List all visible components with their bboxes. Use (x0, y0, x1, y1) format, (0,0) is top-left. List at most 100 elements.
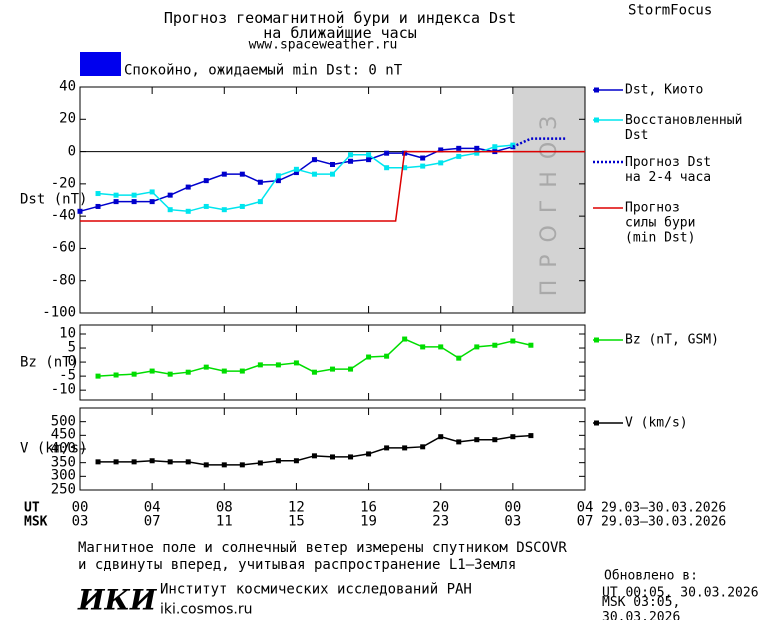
data-point (474, 344, 480, 350)
x-tick-label-msk: 19 (360, 513, 377, 530)
x-tick-label: 16 (360, 499, 377, 516)
data-point (311, 157, 317, 163)
subtitle: www.spaceweather.ru (248, 37, 398, 53)
plot-frame (79, 407, 586, 491)
data-point (384, 353, 390, 359)
date-range: 29.03–30.03.2026 (601, 500, 727, 516)
brand: StormFocus (628, 2, 713, 19)
x-axis-title: UT (24, 500, 40, 516)
data-point (257, 199, 263, 205)
y-axis-title: Bz (nT) (20, 354, 80, 370)
y-tick-label: 500 (50, 413, 76, 430)
data-point (275, 178, 281, 184)
x-tick-label-msk: 15 (287, 513, 305, 530)
data-point (257, 460, 263, 466)
y-tick-label: -80 (50, 272, 76, 289)
y-tick-label: 450 (50, 426, 76, 443)
data-point (167, 459, 173, 465)
data-point (528, 433, 534, 439)
y-tick-label: 0 (67, 353, 76, 370)
data-point (203, 203, 209, 209)
data-point (239, 171, 245, 177)
y-tick-label: -10 (50, 381, 76, 398)
updated: Обновлено в: (604, 568, 698, 584)
data-point (257, 362, 263, 368)
data-point (167, 371, 173, 377)
data-point (510, 434, 516, 440)
data-point (293, 360, 299, 366)
data-point (330, 171, 335, 177)
data-point (149, 199, 155, 205)
data-point (366, 157, 372, 163)
legend-label: Прогноз Dst на 2-4 часа (625, 154, 712, 185)
x-tick-label-msk: 03 (71, 513, 89, 530)
data-point (510, 338, 516, 344)
legend-marker (594, 420, 599, 426)
data-point (275, 458, 281, 464)
data-point (131, 459, 137, 465)
status-badge (80, 52, 121, 76)
y-axis-title: Dst (nT) (20, 191, 88, 208)
data-point (438, 160, 444, 166)
data-point (348, 158, 354, 164)
data-point (348, 152, 354, 158)
data-point (113, 372, 119, 378)
data-point (113, 199, 119, 205)
x-tick-label: 04 (143, 499, 161, 516)
data-point (366, 152, 372, 158)
x-tick-label-msk: 07 (576, 513, 594, 530)
data-point (293, 170, 299, 176)
legend-label: Прогноз силы бури (min Dst) (625, 200, 696, 246)
series-line (97, 144, 513, 213)
legend-label: Bz (nT, GSM) (625, 332, 719, 348)
plot-frame (79, 324, 586, 401)
data-point (528, 342, 534, 348)
data-point (185, 369, 191, 375)
y-tick-label: 10 (59, 325, 76, 342)
data-point (95, 203, 101, 209)
data-point (77, 208, 83, 214)
data-point (311, 369, 317, 375)
x-tick-label: 08 (215, 499, 233, 516)
data-point (221, 462, 227, 468)
data-point (149, 189, 155, 195)
data-point (384, 445, 390, 451)
x-tick-label: 12 (287, 499, 305, 516)
y-tick-label: -60 (50, 239, 76, 256)
data-point (438, 147, 444, 153)
data-point (366, 451, 372, 457)
x-tick-label: 20 (432, 499, 450, 516)
institute: Институт космических исследований РАН (160, 581, 472, 598)
y-tick-label: 0 (67, 143, 76, 160)
forecast-zone (512, 87, 585, 313)
y-tick-label: 5 (67, 339, 76, 356)
data-point (456, 355, 462, 361)
y-tick-label: -100 (42, 304, 76, 321)
status: Спокойно, ожидаемый min Dst: 0 nT (124, 62, 403, 79)
data-point (420, 344, 426, 350)
data-point (492, 437, 498, 443)
forecast-label: ПРОГНОЗ (537, 104, 562, 297)
x-tick-label-msk: 03 (504, 513, 522, 530)
legend-label: V (km/s) (625, 415, 688, 431)
data-point (95, 459, 101, 465)
data-point (420, 155, 426, 161)
x-tick-label: 00 (504, 499, 522, 516)
data-point (311, 453, 317, 459)
logo: ИКИ (78, 583, 157, 617)
title: Прогноз геомагнитной бури и индекса Dst … (163, 9, 517, 42)
data-point (221, 368, 227, 374)
data-point (402, 445, 408, 451)
data-point (185, 184, 191, 190)
legend-marker (594, 87, 599, 93)
y-tick-label: 300 (50, 467, 76, 484)
data-point (330, 454, 335, 460)
data-point (420, 444, 426, 450)
site: iki.cosmos.ru (160, 601, 253, 618)
data-point (239, 203, 245, 209)
data-point (131, 371, 137, 377)
data-point (113, 192, 119, 198)
data-point (456, 145, 462, 151)
data-point (149, 368, 155, 374)
data-point (438, 344, 444, 350)
